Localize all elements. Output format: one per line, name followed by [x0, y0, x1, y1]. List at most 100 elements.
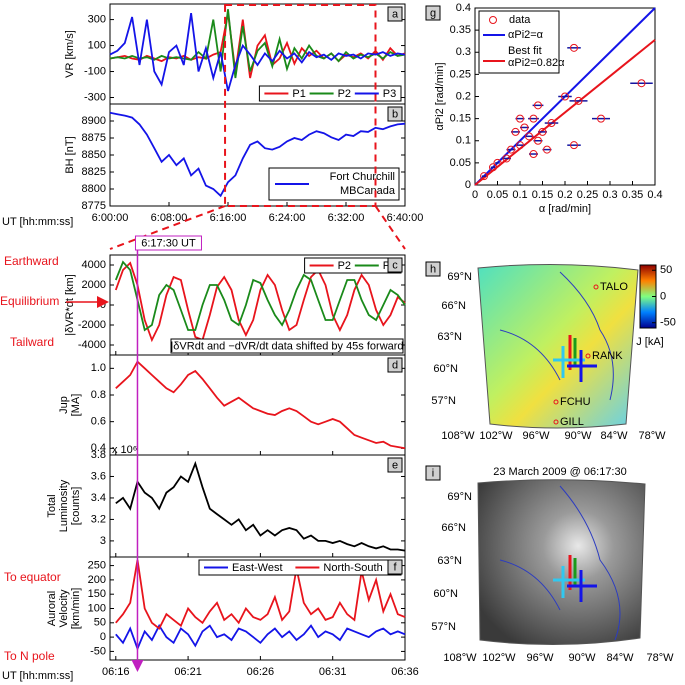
x-tick-label: 0: [472, 189, 478, 201]
y-tick-label: 0.15: [450, 113, 471, 125]
y-tick-label: 0: [465, 179, 471, 191]
y-tick-label: 8775: [82, 200, 106, 212]
legend-label: North-South: [323, 562, 382, 574]
panel-label-box: [387, 6, 403, 22]
data-line: [114, 260, 406, 332]
longitude-label: 90°W: [568, 652, 596, 664]
legend-label: Best fit: [508, 45, 542, 57]
y-axis-label: Total: [46, 494, 58, 517]
panel-label-box: [425, 5, 441, 21]
x-tick-label: 06:16: [102, 666, 130, 678]
x-axis-label: UT [hh:mm:ss]: [2, 670, 73, 682]
panel-label-box: [387, 106, 403, 122]
axis-exponent: x 10⁶: [112, 444, 137, 456]
zoom-connector: [374, 205, 406, 250]
station-marker: [585, 353, 591, 359]
panel-label: g: [430, 7, 436, 19]
colorbar-tick-label: -50: [660, 317, 676, 329]
y-tick-label: -50: [90, 645, 106, 657]
data-line: [115, 623, 406, 652]
data-point: [480, 172, 488, 181]
panel-label-box: [425, 465, 441, 481]
longitude-label: 108°W: [443, 652, 477, 664]
x-axis-label: α [rad/min]: [539, 203, 591, 215]
data-point: [538, 127, 547, 136]
data-line: [115, 360, 406, 450]
map-area: [477, 479, 646, 646]
x-tick-label: 06:31: [319, 666, 347, 678]
data-point: [534, 101, 542, 110]
legend-marker: [489, 16, 497, 24]
side-label: Earthward: [4, 254, 59, 268]
side-label: Tailward: [10, 335, 54, 349]
x-tick-label: 0.2: [557, 189, 572, 201]
longitude-label: 96°W: [522, 430, 550, 442]
data-point: [543, 145, 551, 154]
y-tick-label: 1.0: [91, 362, 106, 374]
side-label: Equilibrium: [0, 294, 59, 308]
x-tick-label: 6:00:00: [92, 212, 129, 224]
data-point: [570, 43, 578, 52]
data-point: [489, 163, 497, 172]
y-tick-label: 3.2: [91, 513, 106, 525]
latitude-label: 66°N: [441, 522, 466, 534]
y-tick-label: 0.3: [456, 46, 471, 58]
panel-label: f: [393, 561, 397, 573]
legend-label: P2: [338, 88, 351, 100]
panel-label: h: [430, 263, 436, 275]
x-tick-label: 0.15: [532, 189, 553, 201]
plot-area: [109, 354, 406, 456]
data-point: [597, 114, 605, 123]
x-tick-label: 0.25: [577, 189, 598, 201]
panel-label-box: [387, 457, 403, 473]
map-area: [477, 263, 639, 429]
longitude-label: 108°W: [441, 430, 475, 442]
legend-box: [478, 10, 560, 74]
y-tick-label: 0.4: [91, 442, 106, 454]
coastline: [499, 485, 621, 641]
y-tick-label: -4000: [78, 339, 106, 351]
latitude-label: 66°N: [441, 300, 466, 312]
y-tick-label: 3: [100, 535, 106, 547]
y-tick-label: 250: [88, 559, 106, 571]
data-line: [109, 12, 406, 92]
y-tick-label: 8825: [82, 166, 106, 178]
plot-area: [109, 454, 406, 558]
station-marker: [553, 419, 559, 425]
colorbar-tick-label: 0: [660, 290, 666, 302]
y-tick-label: 3.8: [91, 449, 106, 461]
panel-label: i: [432, 467, 434, 479]
data-point: [507, 145, 515, 154]
data-point: [561, 92, 569, 101]
zoom-connector: [109, 205, 226, 250]
station-label: GILL: [560, 416, 584, 428]
x-tick-label: 06:21: [174, 666, 202, 678]
y-tick-label: 100: [88, 602, 106, 614]
x-tick-label: 0.4: [647, 189, 662, 201]
y-tick-label: 0: [100, 299, 106, 311]
y-axis-label: |δVR*dt [km]: [64, 274, 76, 336]
y-axis-label: Velocity: [58, 589, 70, 627]
latitude-label: 69°N: [447, 491, 472, 503]
event-label-box: [134, 235, 202, 251]
note-box: [170, 338, 404, 354]
legend-label: MBCanada: [340, 185, 396, 197]
y-axis-label: [counts]: [70, 487, 82, 526]
side-label: To N pole: [4, 649, 55, 663]
y-axis-label: Luminosity: [58, 479, 70, 532]
panel-label-box: [387, 559, 403, 575]
latitude-label: 69°N: [447, 271, 472, 283]
y-axis-label: VR [km/s]: [64, 30, 76, 78]
y-axis-label: BH [nT]: [64, 136, 76, 173]
y-axis-label: Auroral: [46, 591, 58, 626]
longitude-label: 78°W: [638, 430, 666, 442]
x-axis-label: UT [hh:mm:ss]: [2, 216, 73, 228]
y-tick-label: 0: [100, 631, 106, 643]
longitude-label: 84°W: [606, 652, 634, 664]
y-tick-label: 100: [88, 39, 106, 51]
legend-label: αPi2=0.82α: [508, 57, 565, 69]
zoom-box: [224, 4, 377, 207]
longitude-label: 78°W: [646, 652, 674, 664]
data-point: [547, 119, 556, 128]
y-tick-label: 0.2: [456, 90, 471, 102]
